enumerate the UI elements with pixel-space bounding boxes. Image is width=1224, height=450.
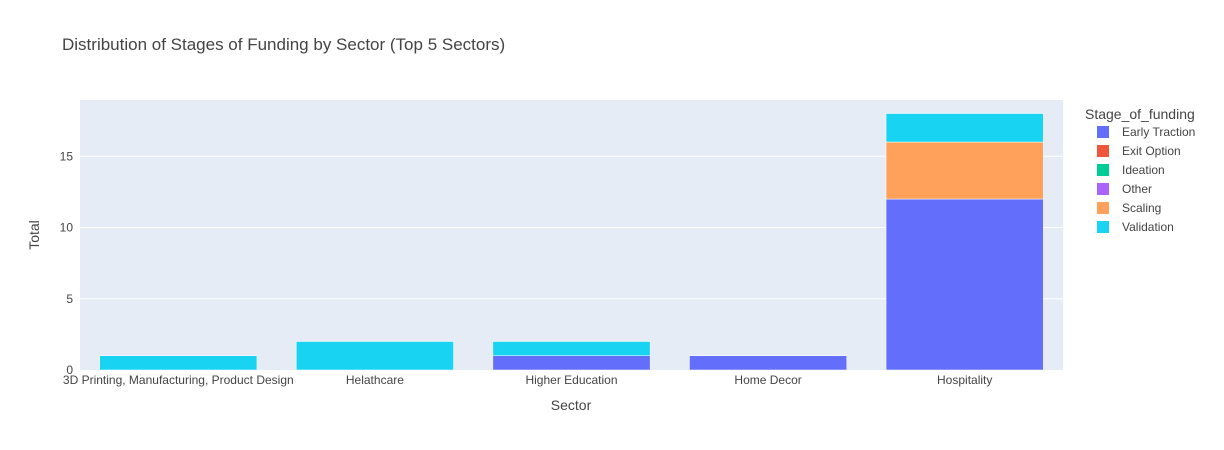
y-axis-title: Total: [26, 220, 42, 250]
legend-title: Stage_of_funding: [1085, 106, 1195, 122]
bar-segment[interactable]: [885, 141, 1044, 200]
bar-segment[interactable]: [689, 355, 847, 371]
y-tick-label: 0: [66, 363, 73, 377]
bars: [99, 113, 1044, 371]
x-tick-label: Higher Education: [525, 373, 617, 387]
legend-item-label[interactable]: Validation: [1122, 220, 1174, 234]
x-tick-label: 3D Printing, Manufacturing, Product Desi…: [63, 373, 294, 387]
y-tick-labels: 0 5 10 15: [60, 149, 74, 377]
y-tick-label: 10: [60, 221, 74, 235]
legend-item-label[interactable]: Exit Option: [1122, 144, 1181, 158]
bar-segment[interactable]: [492, 341, 651, 357]
legend-swatch[interactable]: [1097, 145, 1109, 157]
legend-swatch[interactable]: [1097, 183, 1109, 195]
bar-segment[interactable]: [296, 341, 454, 371]
x-tick-label: Hospitality: [937, 373, 992, 387]
legend-item-label[interactable]: Other: [1122, 182, 1152, 196]
bar-segment[interactable]: [492, 355, 651, 371]
legend-item-label[interactable]: Early Traction: [1122, 125, 1195, 139]
bar-segment[interactable]: [885, 113, 1044, 143]
y-tick-label: 5: [66, 292, 73, 306]
x-tick-label: Helathcare: [346, 373, 404, 387]
legend-swatch[interactable]: [1097, 126, 1109, 138]
legend-swatch[interactable]: [1097, 221, 1109, 233]
y-tick-label: 15: [60, 149, 74, 163]
legend: Early Traction Exit Option Ideation Other Sc…: [1097, 125, 1195, 234]
chart-title: Distribution of Stages of Funding by Sec…: [62, 35, 505, 54]
x-tick-labels: 3D Printing, Manufacturing, Product Desi…: [63, 373, 992, 387]
x-tick-label: Home Decor: [734, 373, 801, 387]
bar-segment[interactable]: [99, 355, 258, 371]
bar-segment[interactable]: [885, 198, 1044, 371]
legend-swatch[interactable]: [1097, 164, 1109, 176]
x-axis-title: Sector: [551, 397, 592, 413]
legend-item-label[interactable]: Scaling: [1122, 201, 1161, 215]
legend-item-label[interactable]: Ideation: [1122, 163, 1165, 177]
legend-swatch[interactable]: [1097, 202, 1109, 214]
